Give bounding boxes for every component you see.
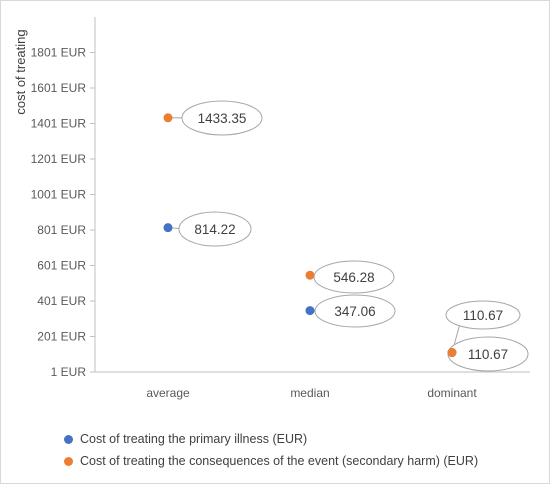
legend-item-secondary: Cost of treating the consequences of the…: [64, 450, 478, 472]
legend: Cost of treating the primary illness (EU…: [64, 428, 478, 472]
y-tick-label: 201 EUR: [37, 330, 86, 344]
legend-label-primary: Cost of treating the primary illness (EU…: [80, 432, 308, 446]
x-tick-label: dominant: [427, 386, 477, 400]
data-label: 110.67: [468, 347, 508, 362]
data-point: [163, 113, 173, 123]
data-label: 110.67: [463, 308, 503, 323]
data-label-callout: [178, 211, 252, 247]
y-tick-label: 601 EUR: [37, 259, 86, 273]
data-label: 814.22: [194, 222, 235, 237]
data-label: 546.28: [333, 270, 374, 285]
legend-item-primary: Cost of treating the primary illness (EU…: [64, 428, 478, 450]
y-tick-label: 401 EUR: [37, 294, 86, 308]
data-point: [305, 306, 315, 316]
scatter-chart: 1 EUR 201 EUR 401 EUR 601 EUR 801 EUR 1001 EU…: [13, 17, 530, 400]
data-label-callout: [445, 300, 521, 330]
legend-marker-secondary: [64, 456, 73, 466]
y-tick-label: 1401 EUR: [31, 117, 87, 131]
y-tick-label: 1801 EUR: [31, 46, 87, 60]
x-tick-label: median: [290, 386, 329, 400]
y-tick-label: 801 EUR: [37, 223, 86, 237]
y-tick-label: 1201 EUR: [31, 152, 87, 166]
data-point: [447, 348, 457, 358]
data-label: 1433.35: [198, 111, 247, 126]
data-label: 347.06: [334, 304, 375, 319]
x-tick-label: average: [146, 386, 190, 400]
data-label-callout: [314, 294, 396, 328]
data-point: [305, 270, 315, 280]
legend-label-secondary: Cost of treating the consequences of the…: [80, 454, 479, 468]
y-tick-label: 1 EUR: [51, 365, 87, 379]
data-point: [163, 223, 173, 233]
legend-marker-primary: [64, 434, 73, 444]
y-tick-label: 1601 EUR: [31, 81, 87, 95]
y-axis-label: cost of treating: [13, 29, 28, 114]
y-tick-label: 1001 EUR: [31, 188, 87, 202]
data-label-callout: [181, 100, 263, 136]
